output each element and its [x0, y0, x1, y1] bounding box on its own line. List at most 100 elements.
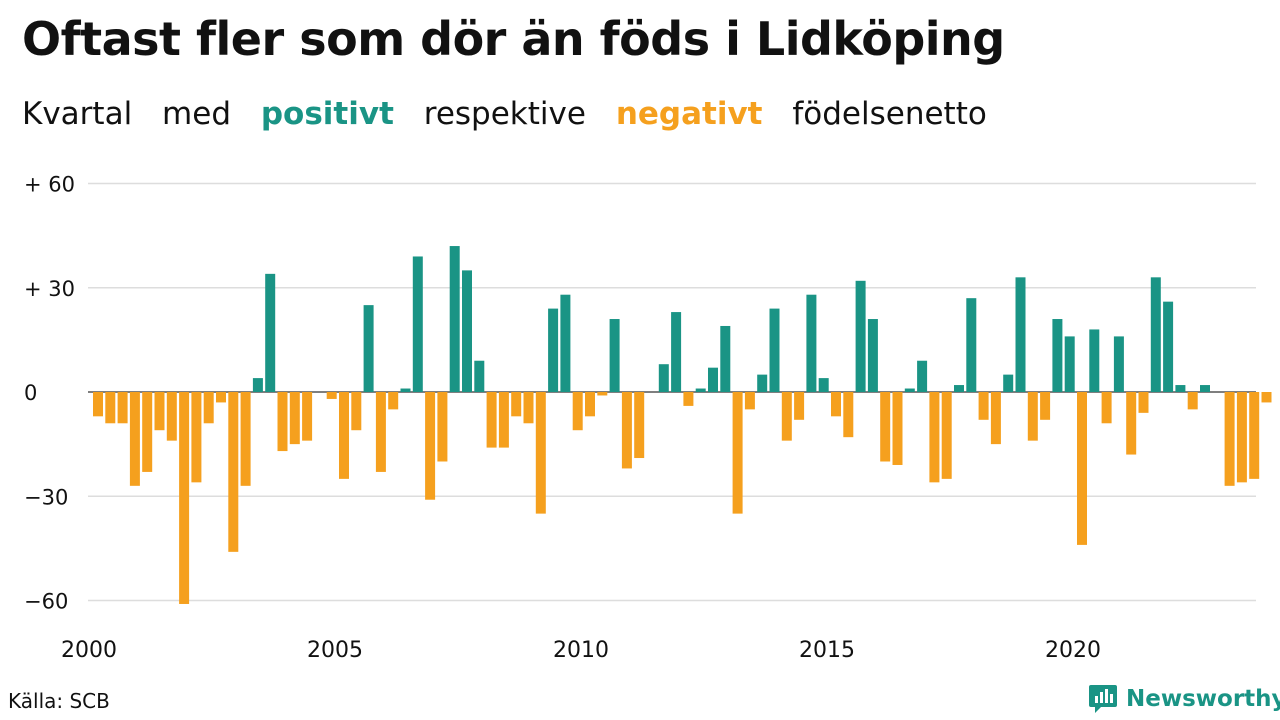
- bar-2008-q2: [498, 392, 509, 448]
- bar-2010-q1: [585, 392, 595, 417]
- bar-2003-q1: [240, 392, 251, 486]
- bar-2009-q2: [548, 308, 559, 392]
- bar-2014-q2: [794, 392, 805, 420]
- bar-2006-q4: [425, 392, 436, 500]
- bar-2021-q1: [1126, 392, 1137, 455]
- bar-2015-q2: [843, 392, 854, 438]
- bar-2000-q4: [129, 392, 140, 486]
- bar-2017-q4: [966, 298, 977, 392]
- bar-2017-q1: [929, 392, 940, 483]
- bar-2010-q4: [621, 392, 632, 469]
- bar-2016-q2: [892, 392, 903, 465]
- bar-2018-q1: [978, 392, 989, 420]
- bar-2011-q4: [671, 312, 682, 392]
- bar-2013-q1: [732, 392, 743, 514]
- bar-2009-q1: [535, 392, 546, 514]
- bar-2002-q3: [216, 392, 226, 403]
- bar-2018-q4: [1015, 277, 1026, 392]
- bar-2010-q3: [609, 319, 620, 392]
- bar-2018-q2: [990, 392, 1001, 445]
- bar-2006-q1: [388, 392, 399, 410]
- bar-2008-q4: [523, 392, 534, 424]
- brand-logo: Newsworthy: [1088, 683, 1280, 715]
- bar-2004-q2: [302, 392, 313, 441]
- bar-2001-q4: [179, 392, 190, 604]
- x-tick-label: 2005: [307, 638, 363, 663]
- subtitle-word: födelsenetto: [792, 96, 987, 132]
- bar-2006-q3: [412, 256, 423, 392]
- bar-2019-q2: [1040, 392, 1051, 420]
- subtitle-word: med: [162, 96, 231, 132]
- bar-2020-q2: [1089, 329, 1100, 392]
- y-tick-label: 0: [24, 381, 37, 405]
- bar-2008-q3: [511, 392, 522, 417]
- subtitle-word: respektive: [423, 96, 586, 132]
- subtitle-word: Kvartal: [22, 96, 133, 132]
- bar-2019-q1: [1027, 392, 1038, 441]
- newsworthy-logo-icon: [1089, 685, 1117, 713]
- bar-2023-q2: [1236, 392, 1247, 483]
- bar-2012-q3: [708, 367, 718, 392]
- x-tick-label: 2020: [1045, 638, 1101, 663]
- source-note: Källa: SCB: [8, 689, 110, 713]
- bar-2022-q3: [1200, 385, 1210, 392]
- y-tick-label: + 30: [24, 277, 75, 301]
- bar-2012-q1: [683, 392, 694, 406]
- bar-2013-q4: [769, 308, 780, 392]
- bar-2019-q3: [1052, 319, 1063, 392]
- bar-2020-q4: [1113, 336, 1124, 392]
- bar-2021-q3: [1150, 277, 1161, 392]
- bar-2017-q3: [954, 385, 964, 392]
- bar-2013-q2: [744, 392, 755, 410]
- bar-2016-q3: [904, 388, 915, 392]
- bar-2007-q2: [449, 246, 460, 392]
- bar-2014-q3: [806, 294, 817, 392]
- chart-title: Oftast fler som dör än föds i Lidköping: [22, 12, 1005, 66]
- bar-2022-q1: [1175, 385, 1186, 392]
- bar-2021-q2: [1138, 392, 1149, 413]
- bar-2008-q1: [486, 392, 497, 448]
- bar-2010-q2: [597, 392, 608, 396]
- bar-2005-q3: [363, 305, 374, 392]
- bar-2001-q1: [142, 392, 153, 472]
- bar-2023-q4: [1261, 392, 1272, 403]
- bar-2012-q4: [720, 325, 731, 392]
- bar-2014-q4: [818, 378, 829, 392]
- bar-2022-q2: [1187, 392, 1198, 410]
- bar-2001-q2: [154, 392, 165, 431]
- bar-2011-q3: [658, 364, 669, 392]
- bar-2003-q4: [277, 392, 288, 452]
- bar-2000-q2: [105, 392, 116, 424]
- bar-2005-q4: [375, 392, 386, 472]
- bar-2012-q2: [695, 388, 706, 392]
- bar-2015-q4: [867, 319, 878, 392]
- bar-2007-q4: [474, 360, 485, 392]
- x-tick-label: 2010: [553, 638, 609, 663]
- bar-2020-q3: [1101, 392, 1112, 424]
- bar-2009-q4: [572, 392, 583, 431]
- bar-2005-q1: [339, 392, 349, 479]
- bar-2007-q1: [437, 392, 448, 462]
- x-tick-label: 2000: [61, 638, 117, 663]
- bar-2013-q3: [757, 374, 768, 392]
- bar-2006-q2: [400, 388, 411, 392]
- bar-chart: + 60 + 30 0 −30 −60 2000 2005 2010 2015 2020: [24, 173, 1272, 663]
- chart-subtitle: Kvartal med positivt respektive negativt…: [22, 96, 1007, 132]
- bar-2009-q3: [560, 294, 571, 392]
- bar-2020-q1: [1077, 392, 1087, 545]
- x-tick-label: 2015: [799, 638, 855, 663]
- bar-2000-q1: [93, 392, 103, 417]
- y-tick-label: −30: [24, 485, 68, 509]
- bar-2016-q4: [917, 360, 928, 392]
- bar-2002-q4: [228, 392, 239, 552]
- bar-2011-q1: [634, 392, 645, 459]
- bar-2005-q2: [351, 392, 362, 431]
- bar-2021-q4: [1163, 301, 1174, 392]
- bar-2004-q4: [326, 392, 337, 399]
- bar-2023-q1: [1224, 392, 1235, 486]
- bar-2001-q3: [166, 392, 177, 441]
- bar-2002-q1: [191, 392, 202, 483]
- bar-2015-q1: [831, 392, 841, 417]
- subtitle-positive-label: positivt: [260, 96, 394, 132]
- bar-2017-q2: [941, 392, 952, 479]
